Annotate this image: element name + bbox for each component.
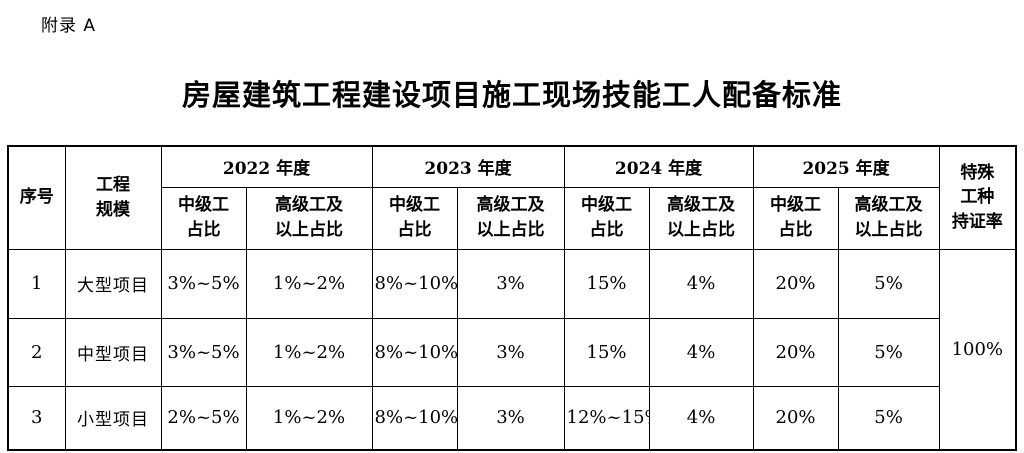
- table-cell: 4%: [648, 248, 754, 319]
- serial-cell: 3: [7, 385, 66, 451]
- header-intermediate-2024: 中级工 占比: [563, 186, 650, 250]
- header-special-certification-rate: 特殊 工种 持证率: [938, 145, 1017, 250]
- table-cell: 8%~10%: [371, 317, 458, 387]
- header-senior-2024: 高级工及 以上占比: [648, 186, 754, 250]
- table-cell: 4%: [648, 317, 754, 387]
- header-senior-2025: 高级工及 以上占比: [837, 186, 940, 250]
- table-cell: 5%: [837, 317, 940, 387]
- header-intermediate-2022: 中级工 占比: [160, 186, 247, 250]
- table-cell: 5%: [837, 248, 940, 319]
- table-row-small-project: 3 小型项目 2%~5% 1%~2% 8%~10% 3% 12%~15% 4% …: [7, 385, 1016, 451]
- header-year-2025: 2025 年度: [752, 145, 940, 188]
- table-cell: 3%~5%: [160, 317, 247, 387]
- table-cell: 1%~2%: [245, 385, 373, 451]
- table-row-large-project: 1 大型项目 3%~5% 1%~2% 8%~10% 3% 15% 4% 20% …: [7, 248, 1017, 451]
- table-cell: 3%~5%: [160, 248, 247, 319]
- table-cell: 3%: [456, 317, 565, 387]
- table-cell: 4%: [648, 385, 754, 451]
- table-cell: 8%~10%: [371, 385, 458, 451]
- table-cell: 15%: [563, 317, 650, 387]
- header-intermediate-2023: 中级工 占比: [371, 186, 458, 250]
- header-year-2023: 2023 年度: [371, 145, 565, 188]
- header-year-2024: 2024 年度: [563, 145, 754, 188]
- header-intermediate-2025: 中级工 占比: [752, 186, 839, 250]
- table-cell: 1%~2%: [245, 248, 373, 319]
- staffing-standard-table: 序号 工程 规模 2022 年度 2023 年度 2024 年度 2025 年度…: [7, 145, 1018, 451]
- special-rate-cell: 100%: [938, 248, 1017, 451]
- header-project-scale: 工程 规模: [64, 145, 162, 250]
- serial-cell: 1: [7, 248, 66, 319]
- table-cell: 12%~15%: [563, 385, 650, 451]
- serial-cell: 2: [7, 317, 66, 387]
- header-senior-2022: 高级工及 以上占比: [245, 186, 373, 250]
- header-serial: 序号: [7, 145, 66, 250]
- table-cell: 2%~5%: [160, 385, 247, 451]
- header-senior-2023: 高级工及 以上占比: [456, 186, 565, 250]
- table-cell: 8%~10%: [371, 248, 458, 319]
- page-title: 房屋建筑工程建设项目施工现场技能工人配备标准: [181, 78, 842, 112]
- table-cell: 20%: [752, 248, 839, 319]
- table-cell: 20%: [752, 317, 839, 387]
- header-year-2022: 2022 年度: [160, 145, 373, 188]
- table-cell: 3%: [456, 385, 565, 451]
- table-cell: 5%: [837, 385, 940, 451]
- table-cell: 1%~2%: [245, 317, 373, 387]
- scale-cell: 大型项目: [64, 248, 162, 319]
- table-cell: 20%: [752, 385, 839, 451]
- table-cell: 15%: [563, 248, 650, 319]
- appendix-label: 附录 A: [41, 16, 97, 36]
- table-cell: 3%: [456, 248, 565, 319]
- table-row-medium-project: 2 中型项目 3%~5% 1%~2% 8%~10% 3% 15% 4% 20% …: [7, 317, 1016, 387]
- scale-cell: 中型项目: [64, 317, 162, 387]
- scale-cell: 小型项目: [64, 385, 162, 451]
